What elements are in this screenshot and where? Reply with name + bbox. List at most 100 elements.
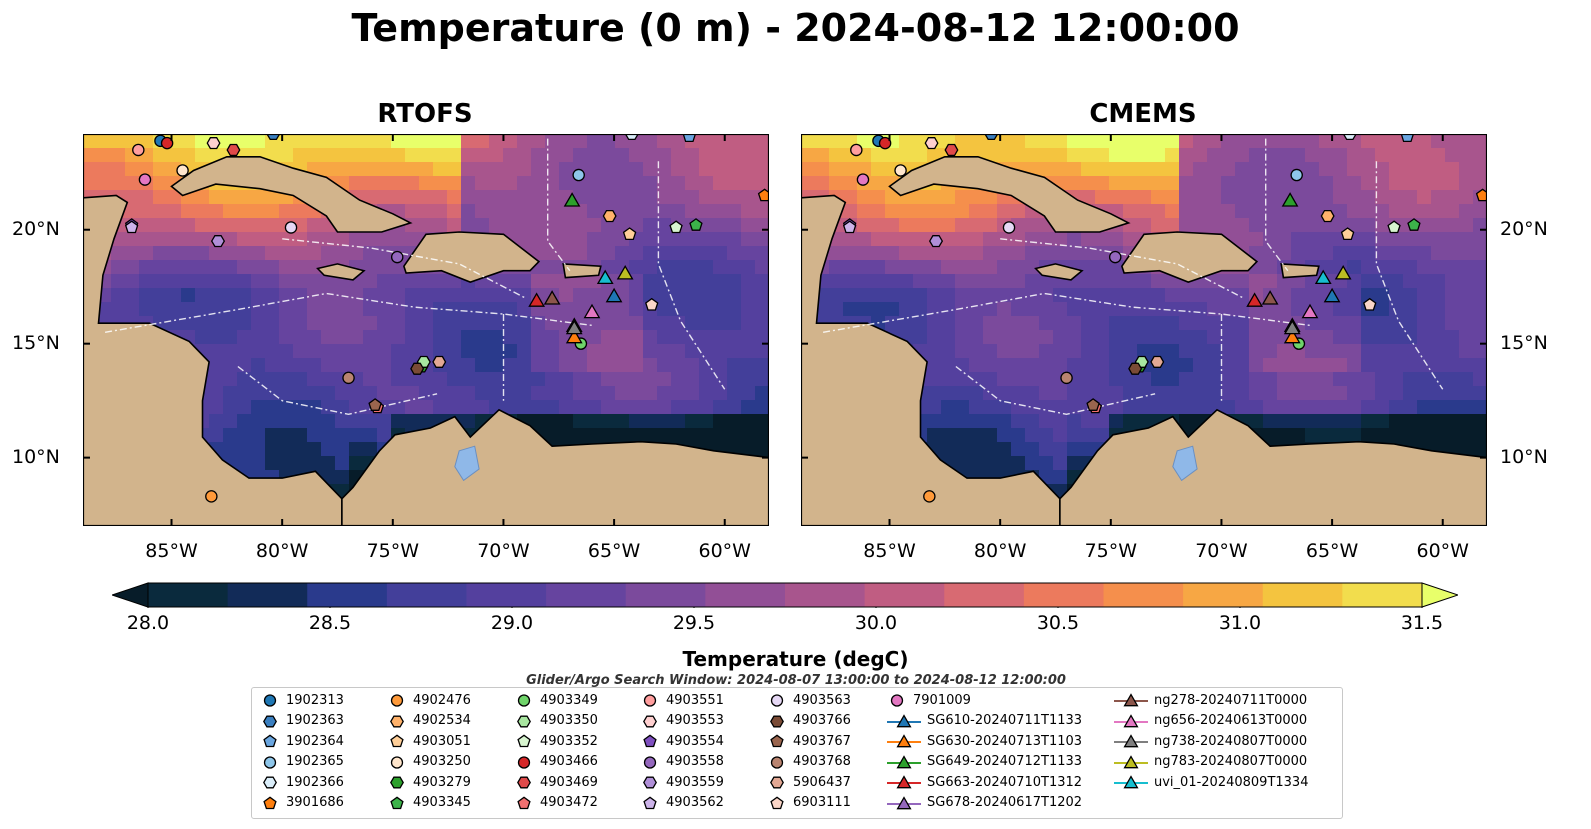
legend-marker [643,755,657,769]
legend-marker [263,734,277,748]
colorbar-segment [1183,583,1264,607]
legend-marker-triangle-icon [1114,713,1148,727]
legend-label: SG663-20240710T1312 [927,774,1083,790]
legend-item: 4903250 [387,752,471,772]
legend-marker [517,795,531,809]
float-1902365 [572,168,585,182]
legend-marker-hexagon-icon [390,776,404,789]
float-5906437 [432,355,447,368]
legend-marker [896,754,912,768]
legend-item: 1902313 [260,690,344,710]
legend-marker [517,755,531,769]
panel-title-cmems: CMEMS [1089,99,1197,129]
legend-label: 1902366 [286,774,344,790]
legend-marker-triangle-icon [1114,693,1148,707]
land-jamaica [316,263,366,281]
legend-marker [263,694,277,707]
legend-marker-pentagon-icon [390,734,404,748]
colorbar-label: Temperature (degC) [682,647,909,671]
land-jamaica [1034,263,1084,281]
legend-marker-pentagon-icon [770,795,784,809]
glider-ng783-20240807T0000 [616,264,634,280]
legend-marker [896,734,912,748]
land-southam [341,408,769,526]
float-markers [842,134,1487,503]
lat-tick-label-right: 10°N [1500,445,1548,468]
legend-marker-pentagon-icon [643,734,657,748]
legend-label: uvi_01-20240809T1334 [1154,774,1309,790]
eez-boundary [955,365,1156,416]
colorbar-segment [307,583,388,607]
lon-tick-label: 65°W [587,540,641,562]
legend-marker [643,694,657,707]
legend-label: 4903768 [793,754,851,769]
legend-label: 4903553 [666,713,724,728]
legend-marker [390,776,404,789]
legend-marker [263,795,277,809]
legend-marker-triangle-icon [887,734,921,748]
legend-marker [643,734,657,748]
land-centralam [83,134,343,526]
glider-ng278-20240711T0000 [1261,290,1279,305]
legend-marker [517,715,531,727]
float-4903551 [850,143,863,157]
float-4903558 [1108,250,1122,264]
legend-marker-hexagon-icon [770,776,784,789]
lat-tick-label-left: 15°N [12,331,60,354]
legend-marker-triangle-icon [887,713,921,727]
float-1902366 [624,134,639,141]
colorbar-tick-label: 29.0 [490,612,534,634]
legend-item: 1902365 [260,752,344,772]
lake-maracaibo [1172,445,1198,482]
colorbar-tick-label: 30.0 [854,612,898,634]
legend-item: 4903345 [387,793,471,813]
legend-label: 1902364 [286,733,344,749]
legend-item: 4903469 [514,772,598,792]
legend-marker-hexagon-icon [517,715,531,727]
land-centralam [801,134,1061,526]
legend-marker-hexagon-icon [263,715,277,727]
float-4902476 [923,490,936,503]
eez-boundary [282,238,526,299]
legend-marker [517,734,531,748]
legend-marker-circle-icon [643,755,657,769]
lon-tick-label: 70°W [477,540,530,562]
legend-label: 4903345 [413,795,471,810]
land-southam [1059,408,1487,526]
float-5906437 [1150,355,1165,368]
legend-label: 4903350 [540,713,598,728]
legend-item: ng783-20240807T0000 [1114,752,1307,772]
land [83,134,769,526]
legend-label: 4903469 [540,774,598,790]
legend-item: 1902366 [260,772,344,792]
legend-marker-hexagon-icon [517,776,531,789]
legend-marker [770,694,784,707]
legend-marker-triangle-icon [1114,734,1148,748]
eez-boundary [237,365,438,416]
colorbar-segment [864,583,945,607]
map-panel-rtofs [83,134,769,526]
land-hispaniola [403,231,541,283]
land-cuba [888,155,1131,233]
legend-label: SG610-20240711T1133 [927,713,1083,728]
float-6903111 [645,297,659,311]
legend-marker [390,755,404,769]
legend-item: 4902534 [387,711,471,731]
legend-marker [770,795,784,809]
map-frame [83,134,769,526]
legend-marker [517,776,531,789]
colorbar-tick-label: 30.5 [1036,612,1080,634]
legend-item: 3901686 [260,793,344,813]
eez-boundary [657,161,726,390]
float-4903466 [160,136,174,150]
legend-item: ng278-20240711T0000 [1114,690,1307,710]
legend-item: 4903563 [767,690,851,710]
glider-SG649-20240712T1133 [1281,192,1299,207]
legend-label: 4902534 [413,713,471,728]
legend-marker-pentagon-icon [390,795,404,809]
legend-marker [896,775,912,789]
float-4902534 [1320,209,1335,223]
float-4903250 [176,164,189,177]
legend-marker-circle-icon [770,755,784,769]
float-4903767 [368,398,382,411]
